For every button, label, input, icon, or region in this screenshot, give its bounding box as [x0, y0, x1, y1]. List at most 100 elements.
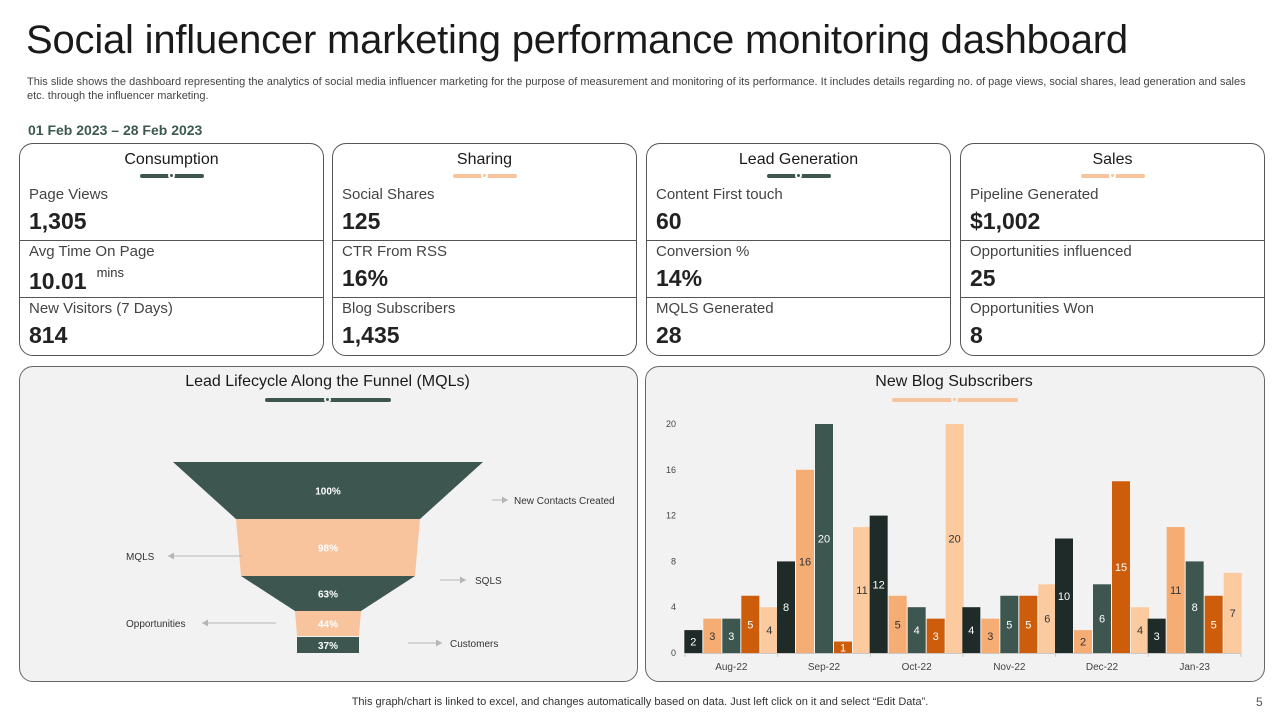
kpi-row-mqls-generated: MQLS Generated 28 — [647, 297, 950, 354]
bar-data-label: 16 — [799, 556, 811, 568]
kpi-row-social-shares: Social Shares 125 — [333, 184, 636, 241]
x-tick-label: Dec-22 — [1086, 662, 1119, 673]
page-description: This slide shows the dashboard represent… — [27, 76, 1246, 102]
kpi-row-page-views: Page Views 1,305 — [20, 184, 323, 241]
bar-data-label: 11 — [1170, 585, 1181, 597]
bar — [1185, 561, 1204, 653]
bar — [869, 515, 888, 653]
kpi-value: 8 — [970, 322, 983, 348]
bar-data-label: 20 — [818, 534, 830, 546]
bar — [853, 527, 871, 653]
funnel-stage-value: 37% — [318, 641, 338, 652]
bar-data-label: 6 — [1044, 614, 1050, 626]
title-underline — [892, 396, 1018, 403]
kpi-row-opportunities-won: Opportunities Won 8 — [961, 297, 1264, 354]
kpi-card-header: Consumption — [20, 144, 323, 184]
bar — [777, 561, 795, 653]
bar-data-label: 10 — [1058, 591, 1070, 603]
bar — [907, 607, 926, 653]
kpi-row-avg-time: Avg Time On Page 10.01 mins — [20, 240, 323, 297]
footer-note: This graph/chart is linked to excel, and… — [351, 696, 929, 708]
bar — [1000, 595, 1019, 653]
bar-data-label: 8 — [1192, 602, 1198, 614]
kpi-row-pipeline-generated: Pipeline Generated $1,002 — [961, 184, 1264, 241]
kpi-label: New Visitors (7 Days) — [29, 300, 173, 317]
kpi-card-title: Sales — [1092, 151, 1133, 168]
funnel-panel: Lead Lifecycle Along the Funnel (MQLs) 1… — [19, 366, 638, 682]
bar — [741, 595, 760, 653]
kpi-label: Social Shares — [342, 186, 435, 203]
bar-data-label: 3 — [987, 631, 993, 643]
funnel-stage — [297, 637, 359, 653]
kpi-row-new-visitors: New Visitors (7 Days) 814 — [20, 297, 323, 354]
bar — [981, 618, 1000, 653]
funnel-title: Lead Lifecycle Along the Funnel (MQLs) — [185, 373, 470, 390]
bar — [760, 607, 779, 653]
kpi-label: Pipeline Generated — [970, 186, 1099, 203]
bar — [1074, 630, 1092, 653]
y-tick-label: 20 — [666, 419, 676, 429]
underline-dot — [324, 396, 331, 403]
funnel-chart: 100% New Contacts Created 98% MQLS 63% SQLS 44… — [126, 462, 615, 653]
x-tick-label: Aug-22 — [715, 662, 748, 673]
kpi-row-ctr: CTR From RSS 16% — [333, 240, 636, 297]
kpi-value: 25 — [970, 265, 996, 291]
kpi-card-title: Consumption — [124, 151, 219, 168]
funnel-arrow-head — [460, 576, 466, 584]
kpi-label: Page Views — [29, 186, 108, 203]
kpi-unit: mins — [96, 265, 125, 280]
kpi-card-header: Lead Generation — [647, 144, 950, 184]
bar-data-label: 4 — [914, 625, 920, 637]
bar-data-label: 4 — [968, 625, 974, 637]
kpi-value: 14% — [656, 265, 703, 291]
title-underline — [766, 172, 831, 179]
kpi-value: 125 — [342, 208, 381, 234]
bar — [684, 630, 703, 653]
title-underline — [139, 172, 204, 179]
underline-dot — [1108, 172, 1116, 179]
bar-data-label: 4 — [1137, 625, 1143, 637]
underline-dot — [794, 172, 802, 179]
bar — [796, 469, 814, 653]
funnel-stage — [295, 611, 361, 636]
bar-data-label: 20 — [949, 534, 961, 546]
kpi-card-lead-generation: Lead Generation Content First touch 60 C… — [646, 143, 951, 356]
kpi-value: 814 — [29, 322, 68, 348]
underline-dot — [951, 396, 958, 403]
title-underline — [452, 172, 517, 179]
funnel-stage — [236, 519, 420, 576]
page-title: Social influencer marketing performance … — [26, 18, 1128, 62]
bar — [1223, 572, 1242, 653]
bar — [1131, 607, 1149, 653]
bar-data-label: 3 — [709, 631, 715, 643]
bar-data-label: 5 — [1006, 619, 1012, 631]
kpi-value: 1,305 — [29, 208, 87, 234]
funnel-stage — [241, 576, 415, 611]
kpi-card-title: Sharing — [456, 151, 513, 168]
funnel-stage-label: New Contacts Created — [514, 496, 615, 507]
funnel-stage — [173, 462, 483, 519]
bar-chart-panel: New Blog Subscribers 0 4 8 12 16 20 Aug-22 2 3 3 5… — [645, 366, 1265, 682]
bar-data-label: 5 — [747, 619, 753, 631]
funnel-stage-label: Customers — [450, 639, 498, 650]
y-tick-label: 12 — [666, 511, 676, 521]
bar — [1019, 595, 1038, 653]
bar — [722, 618, 741, 653]
bar-data-label: 6 — [1099, 614, 1105, 626]
kpi-label: Avg Time On Page — [29, 243, 155, 260]
kpi-label: Content First touch — [656, 186, 783, 203]
kpi-label: CTR From RSS — [342, 243, 447, 260]
funnel-stage-value: 63% — [318, 590, 338, 601]
bar-data-label: 3 — [728, 631, 734, 643]
kpi-card-header: Sales — [961, 144, 1264, 184]
bar — [1038, 584, 1057, 653]
bar — [1112, 481, 1130, 653]
funnel-stage-label: MQLS — [126, 552, 155, 563]
funnel-arrow-head — [202, 619, 208, 627]
funnel-stage-label: Opportunities — [126, 619, 185, 630]
funnel-stage-value: 98% — [318, 544, 338, 555]
bar-data-label: 8 — [783, 602, 789, 614]
kpi-card-title: Lead Generation — [738, 151, 859, 168]
underline-dot — [167, 172, 175, 179]
funnel-arrow-head — [168, 552, 174, 560]
